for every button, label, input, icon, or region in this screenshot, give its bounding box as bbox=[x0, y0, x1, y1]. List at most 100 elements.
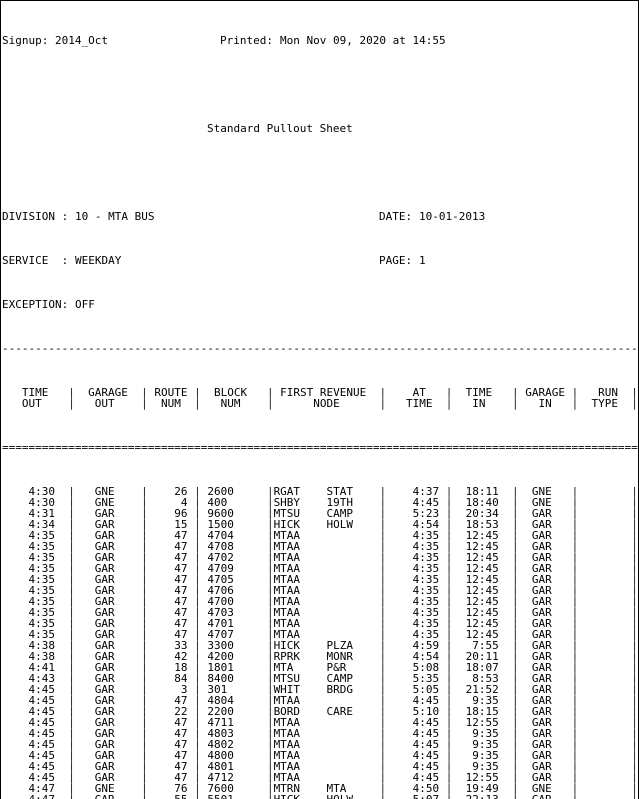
cell-garage-out: GAR bbox=[74, 661, 142, 674]
double-divider: ========================================… bbox=[2, 441, 638, 454]
cell-at-time: 4:35 bbox=[386, 584, 446, 597]
table-row: 4:45 | GAR | 47 | 4711 |MTAA | 4:45 | 12… bbox=[2, 717, 638, 728]
blank-line bbox=[2, 79, 638, 90]
column-separator: | bbox=[141, 694, 148, 707]
cell-route-num: 22 bbox=[147, 705, 195, 718]
cell-block-num: 4200 bbox=[200, 650, 267, 663]
column-separator: | bbox=[571, 628, 579, 641]
col-header-garage-out: GARAGE bbox=[74, 386, 142, 399]
column-separator: | bbox=[141, 617, 148, 630]
column-separator: | bbox=[141, 507, 148, 520]
column-separator: | bbox=[379, 386, 387, 399]
cell-block-num: 301 bbox=[200, 683, 267, 696]
col-header-garage-out: OUT bbox=[74, 397, 142, 410]
cell-at-time: 4:35 bbox=[386, 551, 446, 564]
column-separator: | bbox=[194, 771, 201, 784]
cell-block-num: 4702 bbox=[200, 551, 267, 564]
cell-garage-in: GAR bbox=[518, 727, 572, 740]
column-separator: | bbox=[68, 705, 75, 718]
cell-garage-in: GAR bbox=[518, 672, 572, 685]
cell-at-time: 5:10 bbox=[386, 705, 446, 718]
cell-route-num: 47 bbox=[147, 738, 195, 751]
cell-run-type bbox=[578, 793, 631, 799]
cell-garage-out: GAR bbox=[74, 771, 142, 784]
cell-garage-out: GAR bbox=[74, 540, 142, 553]
cell-block-num: 7600 bbox=[200, 782, 267, 795]
column-separator: | bbox=[631, 496, 638, 509]
table-row: 4:45 | GAR | 47 | 4800 |MTAA | 4:45 | 9:… bbox=[2, 750, 638, 761]
cell-first-revenue-node: RPRK MONR bbox=[273, 650, 380, 663]
column-separator: | bbox=[68, 529, 75, 542]
cell-at-time: 4:45 bbox=[386, 771, 446, 784]
cell-time-out: 4:35 bbox=[2, 584, 69, 597]
column-separator: | bbox=[445, 617, 453, 630]
column-separator: | bbox=[571, 661, 579, 674]
table-row: 4:35 | GAR | 47 | 4702 |MTAA | 4:35 | 12… bbox=[2, 552, 638, 563]
division-line: DIVISION : 10 - MTA BUS DATE: 10-01-2013 bbox=[2, 211, 638, 222]
cell-garage-out: GAR bbox=[74, 529, 142, 542]
column-separator: | bbox=[380, 793, 387, 799]
column-separator: | bbox=[631, 738, 638, 751]
column-separator: | bbox=[194, 386, 201, 399]
column-separator: | bbox=[194, 628, 201, 641]
cell-garage-out: GAR bbox=[74, 507, 142, 520]
column-separator: | bbox=[141, 639, 148, 652]
column-separator: | bbox=[512, 628, 519, 641]
column-separator: | bbox=[631, 716, 638, 729]
cell-time-in: 9:35 bbox=[452, 760, 512, 773]
cell-block-num: 4701 bbox=[200, 617, 267, 630]
column-separator: | bbox=[571, 639, 579, 652]
cell-time-in: 19:49 bbox=[452, 782, 512, 795]
cell-block-num: 400 bbox=[200, 496, 267, 509]
column-separator: | bbox=[194, 694, 201, 707]
column-separator: | bbox=[379, 496, 387, 509]
column-separator: | bbox=[445, 606, 453, 619]
column-separator: | bbox=[68, 727, 75, 740]
column-separator: | bbox=[571, 650, 579, 663]
column-separator: | bbox=[68, 793, 75, 799]
column-separator: | bbox=[68, 397, 75, 410]
blank-line bbox=[2, 167, 638, 178]
column-separator: | bbox=[266, 397, 274, 410]
column-separator: | bbox=[512, 507, 519, 520]
column-separator: | bbox=[379, 606, 387, 619]
column-separator: | bbox=[445, 683, 453, 696]
column-separator: | bbox=[68, 628, 75, 641]
cell-garage-in: GAR bbox=[519, 793, 572, 799]
column-separator: | bbox=[512, 661, 519, 674]
column-separator: | bbox=[512, 672, 519, 685]
column-separator: | bbox=[512, 617, 519, 630]
cell-time-out: 4:35 bbox=[2, 540, 69, 553]
column-separator: | bbox=[141, 793, 148, 799]
cell-route-num: 15 bbox=[147, 518, 195, 531]
column-separator: | bbox=[68, 771, 75, 784]
cell-time-out: 4:47 bbox=[2, 793, 68, 799]
column-separator: | bbox=[512, 397, 519, 410]
cell-garage-in: GAR bbox=[518, 749, 572, 762]
exception-value: OFF bbox=[75, 298, 95, 311]
table-header-line-2: OUT | OUT | NUM | NUM | NODE | TIME | IN… bbox=[2, 398, 638, 409]
table-row: 4:45 | GAR | 22 | 2200 |BORD CARE | 5:10… bbox=[2, 706, 638, 717]
column-separator: | bbox=[379, 705, 387, 718]
col-header-first-revenue-node: FIRST REVENUE bbox=[273, 386, 380, 399]
column-separator: | bbox=[379, 694, 387, 707]
cell-garage-in: GAR bbox=[518, 650, 572, 663]
cell-block-num: 4705 bbox=[200, 573, 267, 586]
column-separator: | bbox=[266, 485, 274, 498]
cell-block-num: 8400 bbox=[200, 672, 267, 685]
cell-garage-in: GAR bbox=[518, 606, 572, 619]
cell-first-revenue-node: MTAA bbox=[273, 606, 380, 619]
column-separator: | bbox=[141, 386, 148, 399]
column-separator: | bbox=[194, 496, 201, 509]
cell-block-num: 4703 bbox=[200, 606, 267, 619]
column-separator: | bbox=[631, 573, 638, 586]
column-separator: | bbox=[445, 694, 453, 707]
column-separator: | bbox=[141, 771, 148, 784]
column-separator: | bbox=[512, 727, 519, 740]
page-value: 1 bbox=[419, 254, 426, 267]
cell-first-revenue-node: MTRN MTA bbox=[273, 782, 380, 795]
col-header-block-num: NUM bbox=[200, 397, 267, 410]
column-separator: | bbox=[571, 771, 579, 784]
column-separator: | bbox=[194, 683, 201, 696]
column-separator: | bbox=[266, 727, 274, 740]
